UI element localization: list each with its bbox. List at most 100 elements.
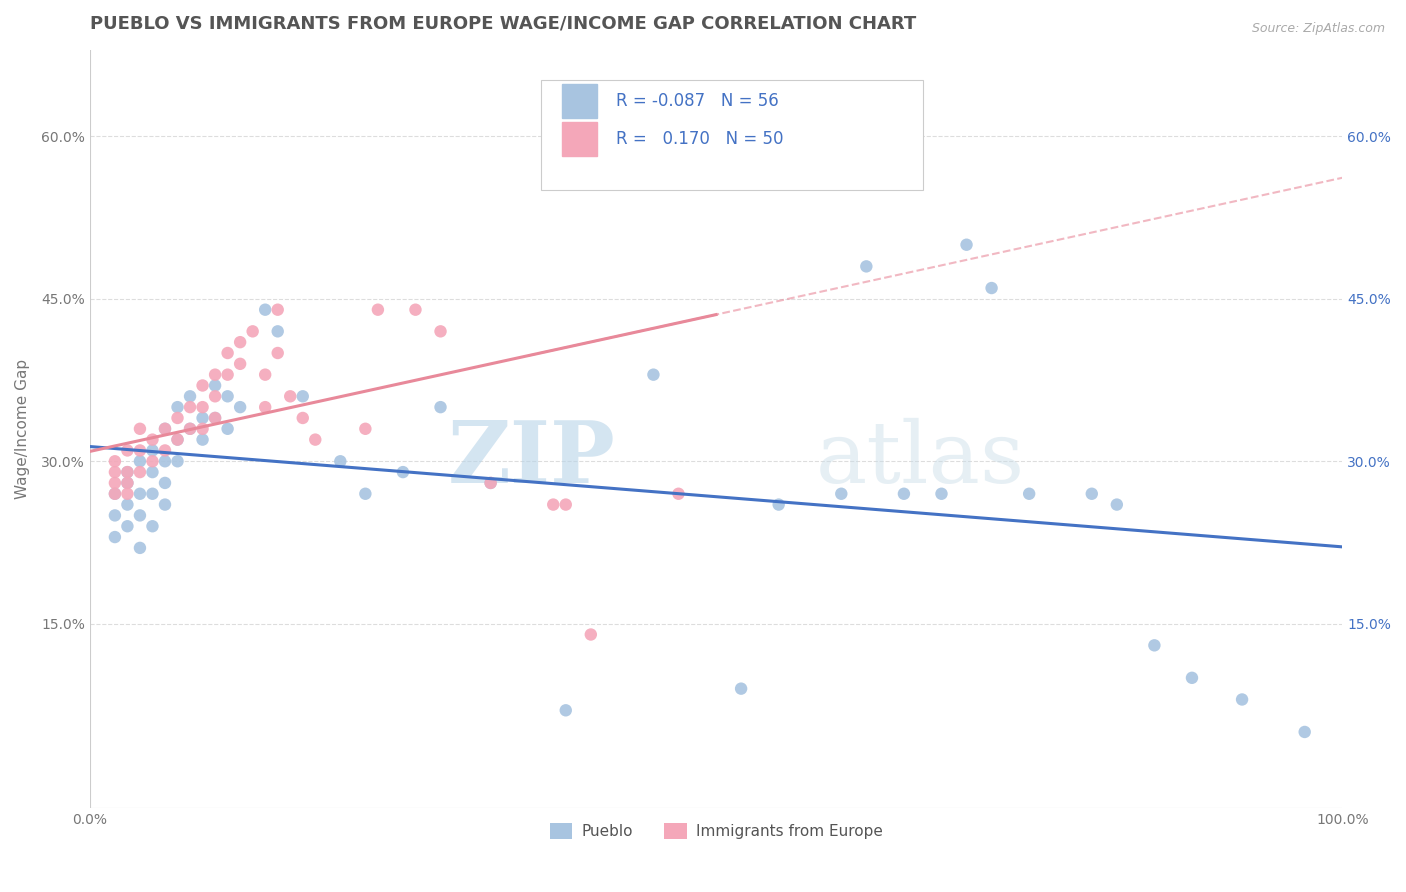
Point	[955, 237, 977, 252]
Point	[1143, 638, 1166, 652]
Point	[153, 454, 176, 468]
Point	[541, 498, 564, 512]
Point	[367, 302, 389, 317]
Point	[179, 422, 201, 436]
Point	[204, 389, 226, 403]
Point	[291, 389, 314, 403]
Point	[166, 400, 188, 414]
Point	[217, 368, 239, 382]
Point	[354, 487, 377, 501]
Point	[191, 411, 214, 425]
Point	[179, 422, 201, 436]
Point	[217, 422, 239, 436]
Point	[304, 433, 326, 447]
Point	[166, 433, 188, 447]
Point	[1081, 487, 1104, 501]
Point	[191, 433, 214, 447]
Point	[278, 389, 301, 403]
Point	[104, 530, 127, 544]
Point	[429, 324, 451, 338]
Point	[104, 465, 127, 479]
Point	[1230, 692, 1253, 706]
Point	[291, 411, 314, 425]
Point	[579, 627, 602, 641]
Point	[191, 422, 214, 436]
Point	[117, 465, 139, 479]
Point	[1018, 487, 1040, 501]
Point	[166, 411, 188, 425]
Point	[479, 475, 502, 490]
Point	[141, 433, 163, 447]
Point	[329, 454, 352, 468]
Point	[392, 465, 415, 479]
Point	[166, 433, 188, 447]
Point	[267, 346, 290, 360]
Point	[129, 541, 152, 555]
Point	[204, 368, 226, 382]
Point	[1294, 725, 1316, 739]
Point	[855, 260, 877, 274]
Point	[117, 498, 139, 512]
Point	[117, 465, 139, 479]
Point	[153, 422, 176, 436]
Point	[1105, 498, 1128, 512]
Point	[554, 498, 576, 512]
Point	[730, 681, 752, 696]
Point	[153, 422, 176, 436]
Point	[191, 400, 214, 414]
Text: Source: ZipAtlas.com: Source: ZipAtlas.com	[1251, 22, 1385, 36]
Point	[129, 487, 152, 501]
Point	[1181, 671, 1204, 685]
Point	[153, 475, 176, 490]
Point	[931, 487, 953, 501]
Point	[204, 411, 226, 425]
Point	[104, 475, 127, 490]
Point	[141, 465, 163, 479]
Point	[980, 281, 1002, 295]
Point	[129, 422, 152, 436]
Point	[254, 302, 277, 317]
Text: PUEBLO VS IMMIGRANTS FROM EUROPE WAGE/INCOME GAP CORRELATION CHART: PUEBLO VS IMMIGRANTS FROM EUROPE WAGE/IN…	[90, 15, 917, 33]
Point	[104, 487, 127, 501]
Point	[117, 519, 139, 533]
Point	[129, 454, 152, 468]
Point	[117, 475, 139, 490]
Point	[217, 389, 239, 403]
Point	[254, 400, 277, 414]
Point	[141, 519, 163, 533]
Text: ZIP: ZIP	[449, 417, 616, 501]
Point	[267, 324, 290, 338]
Point	[354, 422, 377, 436]
Point	[229, 335, 252, 350]
Point	[217, 346, 239, 360]
Y-axis label: Wage/Income Gap: Wage/Income Gap	[15, 359, 30, 499]
Point	[129, 443, 152, 458]
Point	[117, 487, 139, 501]
Point	[153, 498, 176, 512]
Point	[668, 487, 690, 501]
Point	[830, 161, 852, 176]
Point	[191, 378, 214, 392]
Point	[229, 357, 252, 371]
Point	[768, 498, 790, 512]
Point	[104, 508, 127, 523]
Point	[267, 302, 290, 317]
Legend: Pueblo, Immigrants from Europe: Pueblo, Immigrants from Europe	[543, 817, 889, 846]
Point	[117, 475, 139, 490]
FancyBboxPatch shape	[562, 84, 598, 118]
Point	[179, 389, 201, 403]
Point	[141, 454, 163, 468]
Point	[429, 400, 451, 414]
Point	[830, 487, 852, 501]
Point	[153, 443, 176, 458]
Point	[855, 129, 877, 144]
Point	[104, 454, 127, 468]
Text: R = -0.087   N = 56: R = -0.087 N = 56	[616, 92, 779, 110]
Point	[141, 443, 163, 458]
Point	[479, 475, 502, 490]
FancyBboxPatch shape	[541, 80, 922, 190]
Point	[117, 443, 139, 458]
Point	[242, 324, 264, 338]
Point	[129, 465, 152, 479]
Text: R =   0.170   N = 50: R = 0.170 N = 50	[616, 130, 783, 148]
